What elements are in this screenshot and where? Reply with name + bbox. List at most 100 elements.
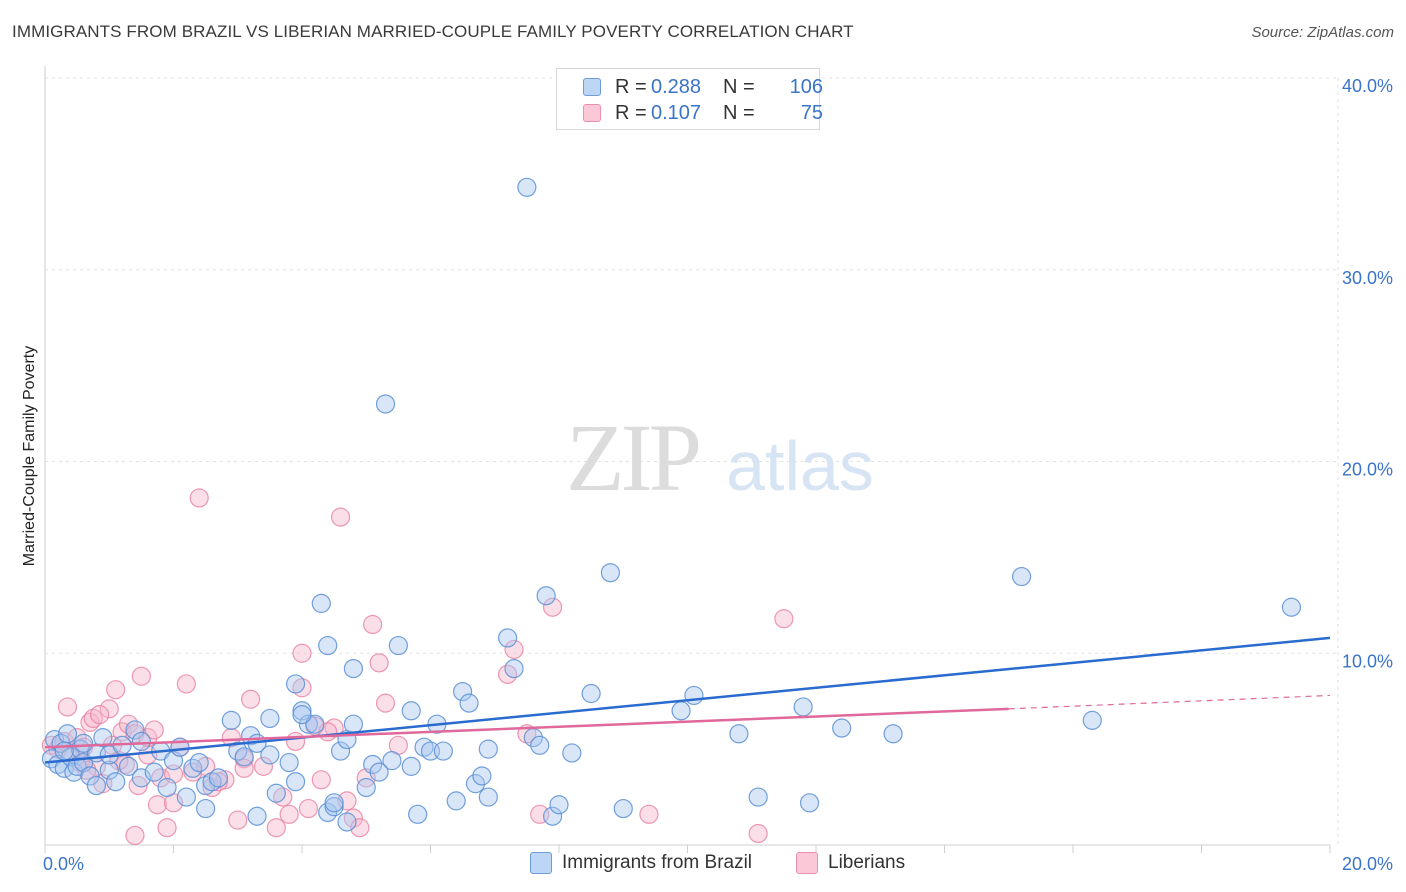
- brazil-point: [517, 177, 537, 197]
- liberian-swatch: [583, 104, 601, 122]
- liberian-legend-swatch: [796, 852, 818, 874]
- liberian-point: [279, 804, 299, 824]
- liberian-point: [298, 798, 319, 819]
- liberian-point: [228, 810, 248, 830]
- brazil-point: [375, 394, 396, 414]
- liberian-point: [311, 770, 331, 790]
- brazil-point: [530, 735, 550, 755]
- legend-n-label: N =: [723, 101, 755, 124]
- legend-r-value: 0.107: [651, 101, 702, 124]
- brazil-swatch: [583, 78, 601, 96]
- liberian-point: [106, 680, 126, 700]
- brazil-point: [234, 747, 254, 767]
- liberian-point: [128, 775, 148, 796]
- brazil-point: [613, 798, 633, 819]
- brazil-point: [343, 658, 363, 679]
- brazil-point: [401, 756, 421, 776]
- brazil-point: [73, 733, 94, 753]
- liberian-point: [504, 639, 524, 660]
- brazil-point: [57, 724, 78, 744]
- brazil-point: [799, 793, 820, 813]
- brazil-point: [388, 635, 408, 656]
- legend-n-value: 75: [800, 101, 823, 124]
- x-tick-label: 20.0%: [1342, 854, 1393, 874]
- correlation-legend: R = 0.288 N = 106 R = 0.107 N = 75: [556, 68, 823, 130]
- brazil-point: [337, 812, 357, 832]
- liberian-point: [253, 756, 274, 776]
- brazil-point: [208, 768, 229, 788]
- liberian-point: [285, 731, 306, 752]
- liberian-point: [375, 693, 396, 713]
- brazil-point: [1281, 597, 1302, 617]
- brazil-point: [363, 754, 383, 775]
- liberian-point: [131, 666, 151, 686]
- brazil-point: [99, 760, 119, 780]
- brazil-point: [131, 731, 151, 752]
- brazil-point: [106, 772, 126, 792]
- brazil-point: [729, 724, 749, 744]
- watermark-zip: ZIP: [566, 404, 699, 511]
- brazil-point: [472, 766, 492, 786]
- brazil-point: [196, 798, 216, 819]
- brazil-point: [478, 739, 498, 759]
- liberian-point: [369, 653, 389, 673]
- brazil-point: [536, 586, 556, 606]
- brazil-point: [279, 752, 299, 773]
- brazil-point: [883, 724, 903, 744]
- brazil-point: [176, 787, 196, 807]
- liberian-trend-line: [44, 707, 1009, 749]
- brazil-point: [144, 762, 164, 782]
- brazil-point: [504, 658, 524, 679]
- brazil-point: [793, 697, 813, 717]
- liberian-point: [241, 689, 261, 709]
- liberian-point: [542, 597, 563, 617]
- brazil-point: [125, 720, 145, 740]
- liberian-points: [41, 488, 794, 846]
- brazil-point: [600, 563, 621, 583]
- brazil-point: [343, 714, 363, 734]
- legend-n-label: N =: [723, 75, 755, 98]
- brazil-point: [433, 741, 453, 761]
- liberian-point: [363, 614, 383, 635]
- bottom-legend-liberian: Liberians: [796, 852, 905, 874]
- brazil-legend-swatch: [530, 852, 552, 874]
- brazil-point: [86, 775, 107, 796]
- y-tick-label: 10.0%: [1342, 651, 1393, 671]
- brazil-point: [266, 783, 286, 803]
- x-tick-label: 0.0%: [43, 854, 84, 874]
- brazil-point: [221, 710, 241, 730]
- y-tick-label: 40.0%: [1342, 76, 1393, 96]
- brazil-point: [324, 793, 344, 813]
- brazil-point: [54, 741, 74, 761]
- watermark-atlas: atlas: [726, 427, 874, 505]
- liberian-point: [234, 758, 254, 778]
- brazil-point: [498, 628, 518, 648]
- liberian-point: [147, 795, 168, 815]
- brazil-point: [285, 674, 306, 694]
- liberian-point: [144, 720, 164, 740]
- chart-title: IMMIGRANTS FROM BRAZIL VS LIBERIAN MARRI…: [12, 22, 854, 41]
- brazil-point: [581, 683, 601, 704]
- liberian-point: [748, 823, 768, 844]
- liberian-point: [189, 488, 209, 508]
- brazil-point: [118, 756, 139, 776]
- bottom-legend-brazil: Immigrants from Brazil: [530, 852, 752, 874]
- liberian-point: [330, 507, 351, 527]
- liberian-point: [125, 825, 145, 846]
- brazil-point: [684, 685, 704, 706]
- liberian-point: [57, 697, 78, 717]
- brazil-point: [1011, 566, 1032, 587]
- brazil-point: [285, 772, 306, 792]
- y-tick-label: 30.0%: [1342, 268, 1393, 288]
- brazil-point: [478, 787, 498, 807]
- liberian-point: [176, 674, 196, 694]
- trend-lines: [44, 636, 1331, 764]
- legend-n-value: 106: [789, 75, 823, 98]
- brazil-point: [671, 701, 691, 721]
- brazil-point: [549, 795, 569, 815]
- liberian-point: [292, 643, 312, 663]
- brazil-point: [260, 708, 280, 729]
- brazil-trend-line: [44, 636, 1331, 764]
- brazil-point: [542, 806, 563, 826]
